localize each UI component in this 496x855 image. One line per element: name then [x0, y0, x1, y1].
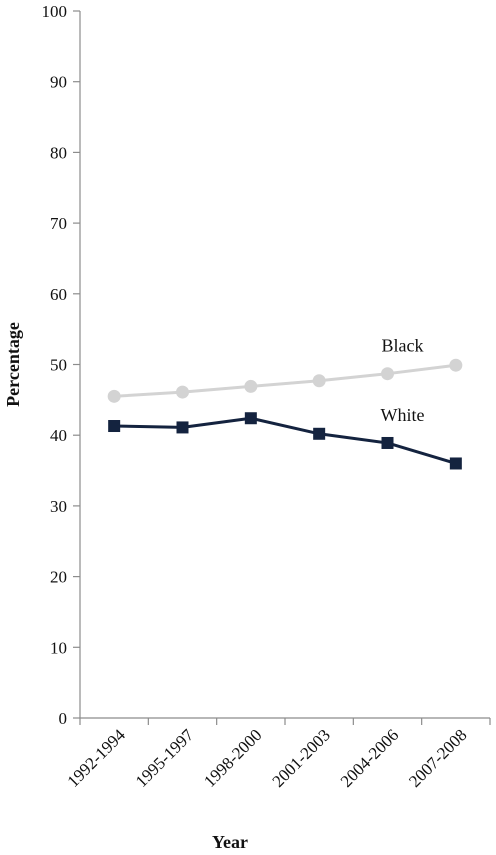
y-axis-title: Percentage — [3, 322, 23, 407]
y-tick-label: 20 — [50, 568, 67, 587]
y-tick-label: 100 — [42, 2, 68, 21]
y-tick-label: 0 — [59, 709, 68, 728]
data-point-black — [176, 385, 189, 399]
x-tick-label: 2007-2008 — [405, 725, 471, 791]
x-tick-label: 1992-1994 — [63, 725, 129, 791]
series-line-white — [114, 416, 457, 465]
data-point-white — [176, 421, 189, 434]
series-label-black: Black — [382, 336, 424, 356]
data-point-white — [381, 436, 394, 449]
series-label-white: White — [381, 405, 425, 425]
x-tick-label: 2004-2006 — [337, 725, 403, 791]
data-point-white — [313, 427, 326, 440]
series-line-black — [114, 363, 457, 398]
x-axis: 1992-1994 1995-1997 1998-2000 2001-2003 2004… — [63, 717, 491, 791]
data-point-white — [108, 420, 121, 433]
series-white: White — [108, 405, 462, 470]
x-tick-label: 1998-2000 — [200, 725, 266, 791]
data-point-white — [449, 457, 462, 470]
data-point-black — [312, 374, 326, 388]
data-point-black — [381, 367, 394, 381]
y-tick-label: 30 — [50, 497, 67, 516]
x-tick-label: 1995-1997 — [132, 725, 198, 791]
y-tick-label: 40 — [50, 426, 67, 445]
x-tick-label: 2001-2003 — [268, 725, 334, 791]
data-point-black — [244, 379, 258, 393]
y-tick-label: 50 — [50, 356, 67, 375]
data-point-black — [107, 389, 121, 403]
y-tick-label: 60 — [50, 285, 67, 304]
y-tick-label: 10 — [50, 638, 67, 657]
y-tick-label: 70 — [50, 214, 67, 233]
x-axis-title: Year — [212, 832, 248, 852]
y-tick-label: 90 — [50, 73, 67, 92]
series-layer: Black White — [107, 336, 463, 470]
data-point-black — [449, 358, 463, 372]
data-point-white — [244, 412, 257, 425]
y-tick-label: 80 — [50, 143, 67, 162]
y-axis: 0 10 20 30 40 50 60 70 80 90 100 — [42, 2, 81, 728]
series-black: Black — [107, 336, 463, 403]
